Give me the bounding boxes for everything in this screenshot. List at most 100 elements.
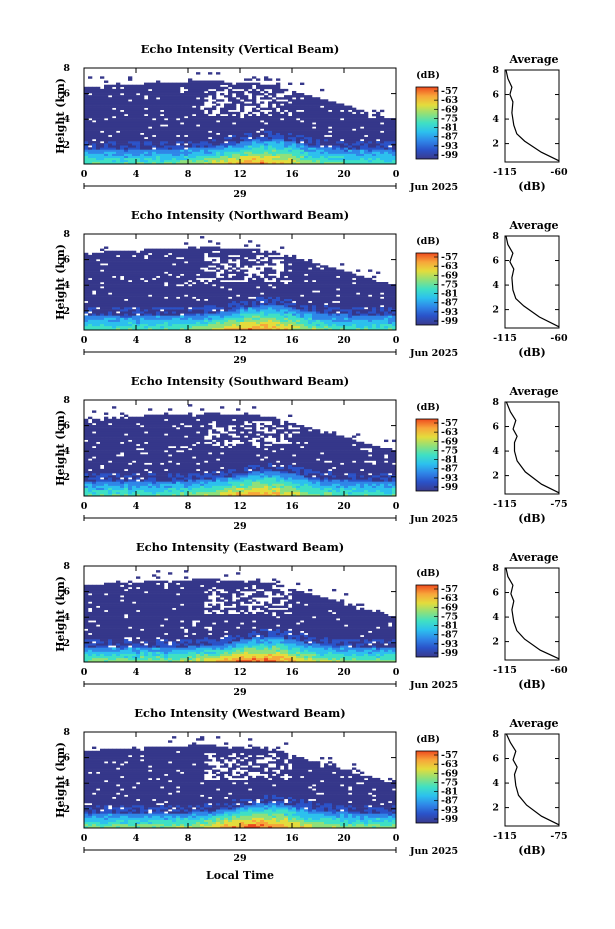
colorbar-tick-label: -99	[441, 814, 459, 825]
avg-y-tick-label: 2	[492, 803, 499, 814]
day-label: 29	[233, 355, 247, 366]
x-tick-label: 0	[81, 833, 88, 844]
x-tick-label: 16	[285, 169, 299, 180]
avg-y-tick-label: 4	[492, 280, 499, 291]
average-unit: (dB)	[518, 346, 545, 359]
avg-y-tick-label: 6	[492, 588, 499, 599]
average-frame	[504, 235, 560, 329]
colorbar-tick-label: -75	[441, 777, 458, 788]
avg-y-tick-label: 2	[492, 305, 499, 316]
x-tick-label: 12	[233, 335, 246, 346]
colorbar-tick-label: -57	[441, 418, 458, 429]
avg-x-tick-label: -60	[550, 665, 568, 676]
colorbar-tick-label: -87	[441, 298, 458, 309]
y-tick-label: 6	[63, 89, 70, 100]
x-tick-label: 0	[81, 169, 88, 180]
x-tick-label: 16	[285, 833, 299, 844]
y-axis-label: Height (km)	[54, 78, 67, 154]
avg-x-tick-label: -75	[550, 499, 567, 510]
y-tick-label: 8	[63, 63, 70, 74]
x-tick-label: 4	[133, 667, 140, 678]
average-profile: Average 2 4 6 8 -115 -60 (dB)	[492, 53, 568, 193]
colorbar-tick-label: -99	[441, 316, 459, 327]
colorbar-tick-label: -57	[441, 86, 458, 97]
y-tick-label: 8	[63, 229, 70, 240]
x-tick-label: 16	[285, 501, 299, 512]
colorbar-unit: (dB)	[416, 568, 440, 579]
y-tick-label: 8	[63, 561, 70, 572]
colorbar-tick-label: -75	[441, 279, 458, 290]
x-tick-label: 0	[393, 169, 400, 180]
heatmap-field	[84, 72, 397, 165]
x-tick-label: 0	[393, 833, 400, 844]
x-tick-label: 0	[393, 667, 400, 678]
average-frame	[504, 567, 560, 661]
y-tick-label: 4	[63, 280, 70, 291]
beam-panel-2: Echo Intensity (Southward Beam) 2 4 6 8 Heigh…	[54, 374, 568, 532]
avg-y-tick-label: 6	[492, 90, 499, 101]
y-tick-label: 6	[63, 587, 70, 598]
y-tick-label: 6	[63, 421, 70, 432]
x-tick-label: 8	[185, 501, 192, 512]
colorbar-tick-label: -69	[441, 104, 459, 115]
date-label: Jun 2025	[409, 348, 458, 359]
average-title: Average	[508, 717, 558, 730]
date-label: Jun 2025	[409, 182, 458, 193]
avg-y-tick-label: 2	[492, 139, 499, 150]
colorbar-tick-label: -69	[441, 602, 459, 613]
x-tick-label: 8	[185, 833, 192, 844]
average-profile-line	[505, 69, 560, 162]
colorbar-unit: (dB)	[416, 70, 440, 81]
day-label: 29	[233, 521, 247, 532]
colorbar	[415, 252, 439, 326]
colorbar-tick-label: -93	[441, 473, 458, 484]
avg-x-tick-label: -115	[493, 831, 517, 842]
average-profile-line	[505, 401, 560, 494]
colorbar-tick-label: -69	[441, 768, 459, 779]
avg-x-tick-label: -115	[493, 167, 517, 178]
average-frame	[504, 733, 560, 827]
colorbar-tick-label: -57	[441, 750, 458, 761]
colorbar-tick-label: -81	[441, 787, 458, 798]
date-label: Jun 2025	[409, 514, 458, 525]
average-title: Average	[508, 551, 558, 564]
date-label: Jun 2025	[409, 846, 458, 857]
colorbar-tick-label: -87	[441, 464, 458, 475]
day-label: 29	[233, 853, 247, 864]
avg-y-tick-label: 2	[492, 471, 499, 482]
average-profile-line	[505, 567, 560, 660]
colorbar-tick-label: -69	[441, 270, 459, 281]
average-unit: (dB)	[518, 512, 545, 525]
y-tick-label: 4	[63, 446, 70, 457]
colorbar-tick-label: -75	[441, 611, 458, 622]
average-frame	[504, 401, 560, 495]
x-tick-label: 0	[81, 667, 88, 678]
colorbar-tick-label: -87	[441, 630, 458, 641]
y-tick-label: 4	[63, 778, 70, 789]
heatmap-field	[84, 236, 397, 331]
avg-y-tick-label: 8	[492, 563, 499, 574]
colorbar-tick-label: -81	[441, 289, 458, 300]
panel-title: Echo Intensity (Vertical Beam)	[141, 42, 340, 56]
x-tick-label: 0	[81, 501, 88, 512]
avg-y-tick-label: 2	[492, 637, 499, 648]
avg-y-tick-label: 6	[492, 754, 499, 765]
avg-y-tick-label: 8	[492, 729, 499, 740]
avg-x-tick-label: -115	[493, 333, 517, 344]
x-tick-label: 8	[185, 335, 192, 346]
avg-y-tick-label: 4	[492, 114, 499, 125]
y-axis-label: Height (km)	[54, 576, 67, 652]
avg-y-tick-label: 4	[492, 612, 499, 623]
colorbar-tick-label: -57	[441, 252, 458, 263]
date-label: Jun 2025	[409, 680, 458, 691]
average-profile-line	[505, 235, 560, 328]
colorbar-tick-label: -69	[441, 436, 459, 447]
colorbar-tick-label: -75	[441, 445, 458, 456]
avg-y-tick-label: 4	[492, 446, 499, 457]
heatmap-field	[84, 404, 397, 497]
average-profile: Average 2 4 6 8 -115 -75 (dB)	[492, 717, 567, 857]
panel-title: Echo Intensity (Northward Beam)	[131, 208, 349, 222]
panel-title: Echo Intensity (Westward Beam)	[134, 706, 345, 720]
x-axis-label: Local Time	[206, 869, 274, 882]
average-frame	[504, 69, 560, 163]
